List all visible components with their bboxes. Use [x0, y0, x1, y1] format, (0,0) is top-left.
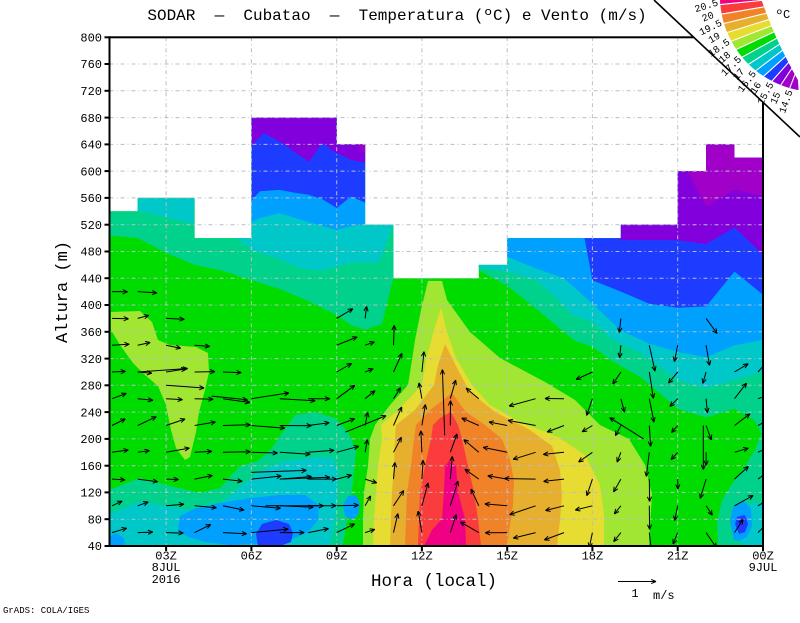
- svg-text:m/s: m/s: [653, 589, 675, 603]
- svg-text:520: 520: [80, 219, 102, 233]
- svg-text:640: 640: [80, 139, 102, 153]
- svg-text:720: 720: [80, 85, 102, 99]
- svg-text:09Z: 09Z: [326, 550, 348, 564]
- svg-text:440: 440: [80, 272, 102, 286]
- svg-text:480: 480: [80, 246, 102, 260]
- svg-text:280: 280: [80, 380, 102, 394]
- svg-text:760: 760: [80, 58, 102, 72]
- svg-text:240: 240: [80, 406, 102, 420]
- svg-text:ºC: ºC: [776, 8, 790, 22]
- svg-text:Hora (local): Hora (local): [371, 572, 497, 592]
- svg-text:40: 40: [88, 540, 102, 554]
- svg-text:Altura (m): Altura (m): [54, 241, 73, 343]
- svg-text:15Z: 15Z: [496, 550, 518, 564]
- svg-text:18Z: 18Z: [582, 550, 604, 564]
- svg-text:120: 120: [80, 487, 102, 501]
- svg-text:400: 400: [80, 299, 102, 313]
- svg-text:680: 680: [80, 112, 102, 126]
- svg-text:360: 360: [80, 326, 102, 340]
- svg-text:200: 200: [80, 433, 102, 447]
- svg-text:80: 80: [88, 513, 102, 527]
- svg-text:800: 800: [80, 32, 102, 46]
- svg-text:GrADS: COLA/IGES: GrADS: COLA/IGES: [3, 606, 89, 616]
- svg-text:2016: 2016: [152, 573, 181, 587]
- svg-text:1: 1: [631, 587, 638, 601]
- svg-text:21Z: 21Z: [667, 550, 689, 564]
- svg-text:9JUL: 9JUL: [749, 561, 778, 575]
- svg-text:560: 560: [80, 192, 102, 206]
- svg-text:06Z: 06Z: [241, 550, 263, 564]
- svg-text:12Z: 12Z: [411, 550, 433, 564]
- svg-text:320: 320: [80, 353, 102, 367]
- svg-text:160: 160: [80, 460, 102, 474]
- svg-text:SODAR — Cubatao — Temperat: SODAR — Cubatao — Temperatura (ºC) e Ven…: [147, 7, 646, 25]
- svg-text:600: 600: [80, 165, 102, 179]
